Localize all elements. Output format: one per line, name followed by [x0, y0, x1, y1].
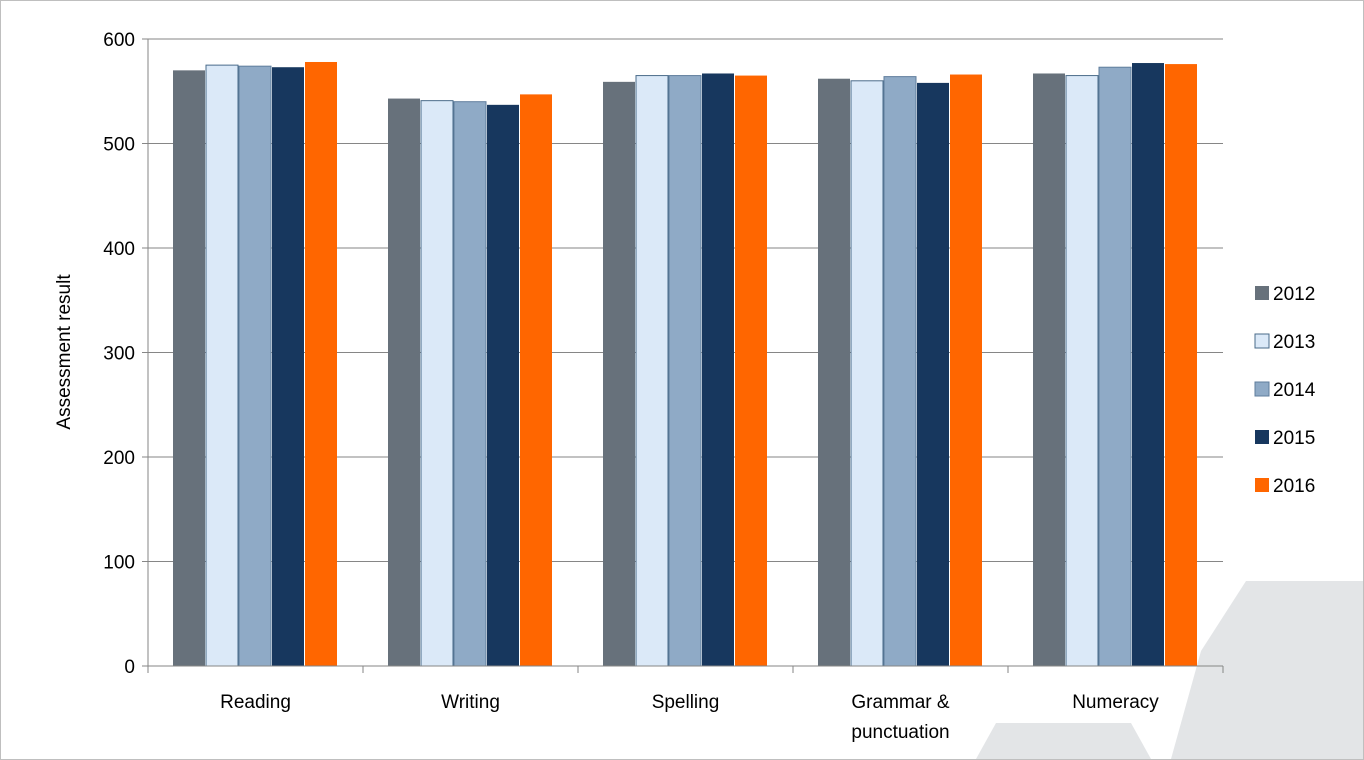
legend-label-2014: 2014 — [1273, 380, 1316, 401]
x-tick-label: Reading — [220, 692, 291, 713]
bar-2016-4 — [1165, 64, 1197, 666]
legend-label-2012: 2012 — [1273, 284, 1315, 305]
background-decoration — [976, 581, 1363, 759]
x-tick-label: Writing — [441, 692, 500, 713]
x-tick-label: Grammar & — [851, 692, 950, 713]
x-tick-label: punctuation — [851, 722, 949, 743]
y-tick-label: 100 — [103, 553, 135, 574]
bar-2013-3 — [850, 80, 884, 667]
bar-2014-0 — [238, 65, 272, 667]
legend-label-2015: 2015 — [1273, 428, 1315, 449]
y-tick-label: 500 — [103, 135, 135, 156]
y-tick-label: 400 — [103, 239, 135, 260]
bar-2012-2 — [603, 81, 635, 667]
legend-swatch-2012 — [1255, 286, 1269, 300]
legend-swatch-2013 — [1254, 333, 1270, 349]
bars — [173, 61, 1197, 667]
y-tick-labels: 0 100 200 300 400 500 600 — [103, 30, 135, 678]
bar-2016-1 — [520, 94, 552, 666]
bar-2014-2 — [668, 75, 702, 667]
y-tick-label: 600 — [103, 30, 135, 51]
y-axis-title: Assessment result — [54, 274, 75, 430]
bar-2012-3 — [818, 78, 850, 666]
y-tick-label: 300 — [103, 344, 135, 365]
bar-2016-2 — [735, 75, 767, 666]
bar-2012-1 — [388, 98, 420, 666]
legend-label-2013: 2013 — [1273, 332, 1315, 353]
bar-2013-2 — [635, 75, 669, 667]
legend-label-2016: 2016 — [1273, 476, 1315, 497]
y-tick-label: 200 — [103, 448, 135, 469]
bar-2014-3 — [883, 76, 917, 667]
bar-2013-4 — [1065, 75, 1099, 667]
x-tick-labels: Reading Writing Spelling Grammar & punctuati… — [220, 692, 1159, 743]
legend-swatch-2016 — [1255, 478, 1269, 492]
bar-2013-1 — [420, 100, 454, 667]
legend-swatch-2015 — [1255, 430, 1269, 444]
bar-2016-0 — [305, 61, 337, 667]
bar-2015-1 — [487, 104, 519, 666]
bar-2013-0 — [205, 64, 239, 667]
bar-2015-2 — [702, 73, 734, 667]
x-tick-label: Spelling — [652, 692, 720, 713]
bar-2012-4 — [1033, 73, 1065, 667]
bar-2012-0 — [173, 70, 205, 667]
decorative-hexagon-small — [976, 723, 1151, 759]
decorative-hexagon-large — [1171, 581, 1363, 759]
x-tick-label: Numeracy — [1072, 692, 1159, 713]
bar-2015-3 — [917, 82, 949, 666]
bar-2015-4 — [1132, 63, 1164, 667]
bar-2015-0 — [272, 67, 304, 667]
legend: 2012 2013 2014 2015 2016 — [1254, 284, 1316, 497]
legend-swatch-2014 — [1254, 381, 1270, 397]
bar-2014-4 — [1098, 66, 1132, 667]
bar-2014-1 — [453, 101, 487, 667]
axes — [142, 38, 1224, 673]
y-tick-label: 0 — [124, 657, 135, 678]
bar-2016-3 — [950, 74, 982, 666]
